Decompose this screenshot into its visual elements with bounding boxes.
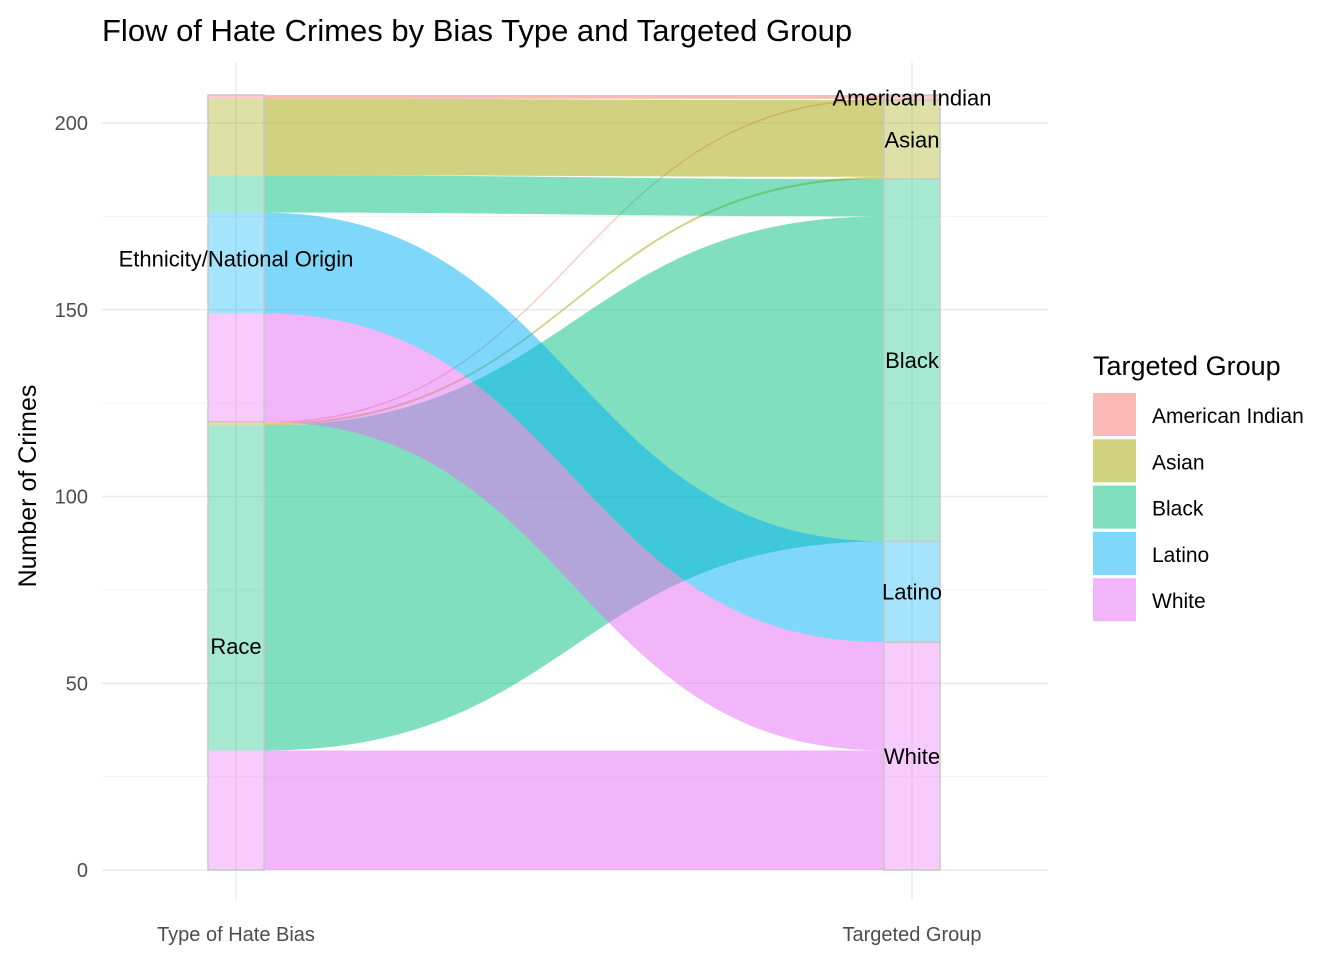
y-axis-title: Number of Crimes [14, 385, 42, 588]
flow-race-to-asian [264, 176, 884, 426]
legend-title: Targeted Group [1093, 351, 1281, 381]
lode-white [884, 750, 940, 870]
chart-title: Flow of Hate Crimes by Bias Type and Tar… [102, 13, 852, 48]
stratum-labels: Race Ethnicity/National Origin White Latino… [119, 86, 992, 769]
lode-black [208, 425, 264, 751]
stratum-label-race: Race [210, 634, 261, 659]
lode-asian [884, 100, 940, 177]
flows [264, 94, 884, 870]
flow-ethnicity-national-origin-to-latino [264, 212, 884, 643]
legend-label-american-indian: American Indian [1152, 405, 1304, 428]
legend-label-black: Black [1152, 498, 1204, 521]
lode-asian [208, 98, 264, 176]
stratum-american-indian [883, 94, 941, 101]
lode-american-indian [884, 94, 940, 99]
y-tick-label: 100 [55, 487, 88, 509]
lode-asian [208, 423, 264, 426]
lode-black [208, 175, 264, 213]
legend: Targeted Group American Indian Asian Black… [1093, 351, 1304, 622]
lode-asian [884, 176, 940, 180]
stratum-label-ethnicity-national-origin: Ethnicity/National Origin [119, 246, 354, 271]
flow-ethnicity-national-origin-to-asian [264, 98, 884, 177]
legend-label-latino: Latino [1152, 544, 1209, 567]
axis-ticks: 0 50 100 150 200 Type of Hate Bias Targeted Gr… [55, 113, 982, 946]
strata [207, 94, 941, 871]
legend-label-white: White [1152, 590, 1206, 613]
stratum-label-american-indian: American Indian [833, 86, 992, 111]
stratum-label-white: White [884, 744, 940, 769]
flow-ethnicity-national-origin-to-black [264, 175, 884, 217]
lode-white [208, 313, 264, 422]
lode-latino [208, 212, 264, 314]
flow-race-to-white [264, 750, 884, 870]
lode-white [884, 642, 940, 751]
y-tick-label: 0 [77, 860, 88, 882]
lode-american-indian [208, 94, 264, 99]
lode-black [884, 179, 940, 217]
y-tick-label: 200 [55, 113, 88, 135]
x-tick-label: Type of Hate Bias [157, 924, 315, 946]
lode-latino [884, 541, 940, 643]
flow-race-to-american-indian [264, 98, 884, 424]
x-tick-label: Targeted Group [843, 924, 982, 946]
stratum-ethnicity-national-origin [207, 94, 265, 423]
stratum-label-black: Black [885, 348, 940, 373]
lode-white [208, 750, 264, 870]
flow-ethnicity-national-origin-to-white [264, 313, 884, 751]
stratum-label-asian: Asian [884, 128, 939, 153]
y-tick-label: 50 [66, 673, 88, 695]
flow-ethnicity-national-origin-to-american-indian [264, 94, 884, 99]
stratum-label-latino: Latino [882, 580, 942, 605]
legend-label-asian: Asian [1152, 451, 1205, 474]
legend-key-american-indian [1093, 393, 1136, 436]
legend-key-white [1093, 578, 1136, 622]
legend-key-latino [1093, 531, 1136, 575]
legend-key-asian [1093, 439, 1136, 483]
legend-key-black [1093, 485, 1136, 529]
lode-black [884, 216, 940, 542]
y-tick-label: 150 [55, 300, 88, 322]
